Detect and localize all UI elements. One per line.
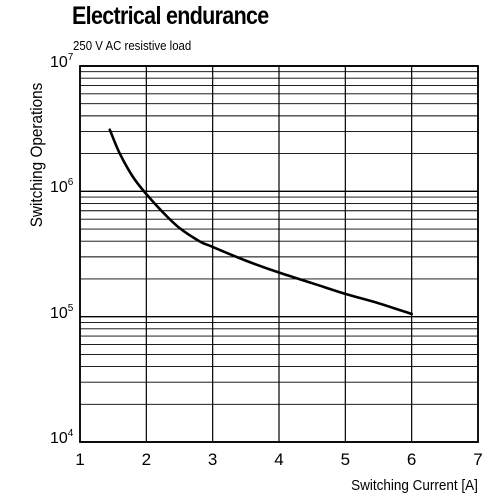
chart-subtitle: 250 V AC resistive load <box>73 38 192 53</box>
y-tick-base: 10 <box>50 304 68 322</box>
data-series-line <box>108 128 413 316</box>
x-tick-label: 5 <box>340 450 351 469</box>
y-tick-exponent: 4 <box>67 428 74 439</box>
x-tick-label: 6 <box>406 450 417 469</box>
y-tick-label: 105 <box>50 303 73 323</box>
y-tick-base: 10 <box>50 430 68 447</box>
y-tick-exponent: 5 <box>67 302 74 314</box>
chart-title: Electrical endurance <box>72 2 269 30</box>
y-tick-label: 106 <box>50 177 73 197</box>
x-tick-label: 7 <box>473 450 483 469</box>
y-tick-base: 10 <box>50 179 68 197</box>
y-tick-label: 104 <box>50 428 73 448</box>
x-tick-label: 3 <box>207 450 218 469</box>
y-tick-label: 107 <box>50 52 73 72</box>
x-axis-label: Switching Current [A] <box>351 477 478 494</box>
y-tick-exponent: 7 <box>67 52 74 63</box>
y-tick-base: 10 <box>50 54 68 71</box>
y-tick-exponent: 6 <box>67 177 74 189</box>
x-tick-label: 4 <box>274 450 284 469</box>
x-tick-label: 2 <box>141 450 152 469</box>
x-tick-label: 1 <box>75 450 85 469</box>
plot-frame <box>79 65 479 443</box>
